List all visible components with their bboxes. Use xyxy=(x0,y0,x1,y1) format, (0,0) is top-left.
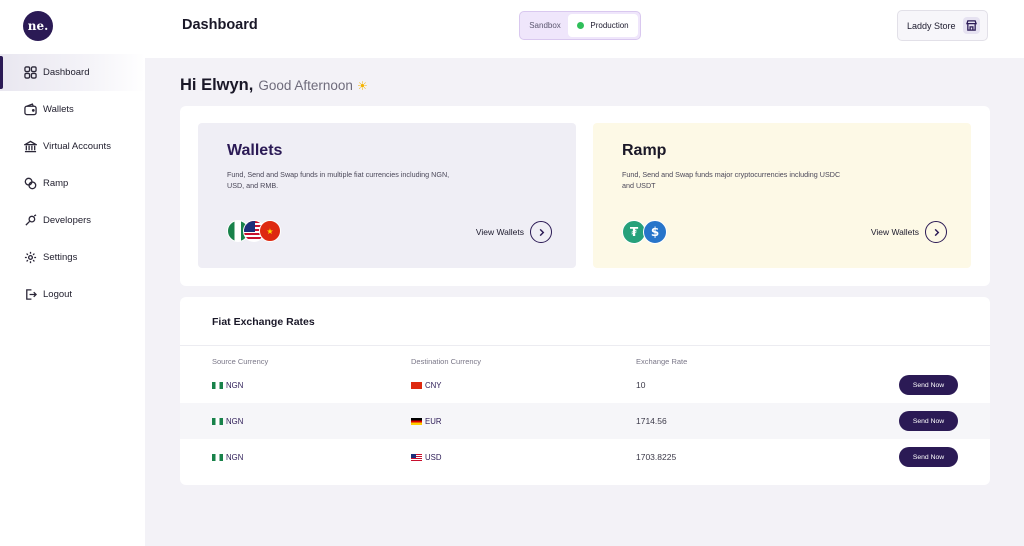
ramp-icon xyxy=(24,177,37,190)
wallet-icon xyxy=(24,103,37,116)
store-name: Laddy Store xyxy=(907,20,956,31)
china-flag-icon xyxy=(411,381,422,389)
env-production-option[interactable]: Production xyxy=(568,14,638,37)
developers-icon xyxy=(24,214,37,227)
table-row: NGN CNY 10 Send Now xyxy=(180,367,990,403)
destination-currency: EUR xyxy=(411,403,441,439)
greeting: Hi Elwyn, Good Afternoon ☀ xyxy=(180,76,368,95)
view-ramp-wallets-label: View Wallets xyxy=(870,227,919,237)
fiat-exchange-rates-panel: Fiat Exchange Rates Source Currency Dest… xyxy=(180,297,990,485)
source-code: NGN xyxy=(226,416,244,426)
usa-flag-icon xyxy=(411,453,422,461)
status-dot-icon xyxy=(577,22,585,29)
destination-currency: USD xyxy=(411,439,441,475)
store-icon xyxy=(962,17,980,34)
logout-icon xyxy=(24,288,37,301)
greeting-message: Good Afternoon xyxy=(258,78,353,93)
sidebar-item-label: Ramp xyxy=(43,178,69,189)
destination-code: USD xyxy=(425,452,442,462)
sidebar-item-label: Developers xyxy=(43,215,92,226)
sidebar-item-dashboard[interactable]: Dashboard xyxy=(0,54,145,91)
divider xyxy=(180,345,990,346)
sidebar-item-label: Settings xyxy=(43,252,78,263)
bank-icon xyxy=(24,140,37,153)
table-row: NGN EUR 1714.56 Send Now xyxy=(180,403,990,439)
destination-code: EUR xyxy=(425,416,442,426)
chevron-right-icon xyxy=(530,221,552,243)
view-wallets-label: View Wallets xyxy=(475,227,524,237)
ramp-card-description: Fund, Send and Swap funds major cryptocu… xyxy=(622,170,841,190)
sidebar-item-label: Virtual Accounts xyxy=(43,141,111,152)
ramp-card: Ramp Fund, Send and Swap funds major cry… xyxy=(593,123,971,268)
china-flag-icon: ★ xyxy=(259,220,281,242)
column-header-destination: Destination Currency xyxy=(411,357,482,366)
sidebar-item-label: Dashboard xyxy=(43,67,90,78)
page-title: Dashboard xyxy=(182,17,258,33)
source-currency: NGN xyxy=(212,403,243,439)
grid-icon xyxy=(24,66,37,79)
sidebar-item-virtual-accounts[interactable]: Virtual Accounts xyxy=(0,128,145,165)
source-currency: NGN xyxy=(212,367,243,403)
environment-toggle: Sandbox Production xyxy=(519,11,641,40)
source-code: NGN xyxy=(226,452,244,462)
ramp-card-title: Ramp xyxy=(622,142,667,159)
store-selector-button[interactable]: Laddy Store xyxy=(897,10,988,41)
usdc-icon: $ xyxy=(643,220,667,244)
source-currency: NGN xyxy=(212,439,243,475)
column-header-rate: Exchange Rate xyxy=(636,357,688,366)
nigeria-flag-icon xyxy=(212,453,223,461)
send-now-button[interactable]: Send Now xyxy=(899,411,958,431)
destination-currency: CNY xyxy=(411,367,441,403)
currency-flags: ★ xyxy=(227,220,281,244)
wallets-card-description: Fund, Send and Swap funds in multiple fi… xyxy=(227,170,450,190)
env-sandbox-option[interactable]: Sandbox xyxy=(529,21,561,30)
send-now-button[interactable]: Send Now xyxy=(899,447,958,467)
table-row: NGN USD 1703.8225 Send Now xyxy=(180,439,990,475)
crypto-coins: ₮ $ xyxy=(622,220,667,244)
sidebar-item-label: Wallets xyxy=(43,104,74,115)
rates-title: Fiat Exchange Rates xyxy=(212,316,315,328)
send-now-button[interactable]: Send Now xyxy=(899,375,958,395)
wallets-card-title: Wallets xyxy=(227,142,283,159)
germany-flag-icon xyxy=(411,417,422,425)
sidebar-item-logout[interactable]: Logout xyxy=(0,276,145,313)
sidebar-nav: Dashboard Wallets Virtual Accounts Ramp … xyxy=(0,54,145,313)
env-production-label: Production xyxy=(590,21,629,30)
sun-icon: ☀ xyxy=(356,79,368,93)
sidebar-item-settings[interactable]: Settings xyxy=(0,239,145,276)
sidebar-item-label: Logout xyxy=(43,289,73,300)
nigeria-flag-icon xyxy=(212,417,223,425)
column-header-source: Source Currency xyxy=(212,357,269,366)
source-code: NGN xyxy=(226,380,244,390)
exchange-rate: 1714.56 xyxy=(636,416,667,426)
logo[interactable]: ne. xyxy=(23,11,53,41)
product-cards-panel: Wallets Fund, Send and Swap funds in mul… xyxy=(180,106,990,286)
view-ramp-wallets-link[interactable]: View Wallets xyxy=(871,221,947,243)
sidebar-item-ramp[interactable]: Ramp xyxy=(0,165,145,202)
gear-icon xyxy=(24,251,37,264)
top-header: Dashboard Sandbox Production Laddy Store xyxy=(145,0,1024,58)
destination-code: CNY xyxy=(425,380,442,390)
exchange-rate: 1703.8225 xyxy=(636,452,677,462)
sidebar-item-developers[interactable]: Developers xyxy=(0,202,145,239)
view-wallets-link[interactable]: View Wallets xyxy=(476,221,552,243)
sidebar-item-wallets[interactable]: Wallets xyxy=(0,91,145,128)
chevron-right-icon xyxy=(925,221,947,243)
wallets-card: Wallets Fund, Send and Swap funds in mul… xyxy=(198,123,576,268)
nigeria-flag-icon xyxy=(212,381,223,389)
sidebar: ne. Dashboard Wallets Virtual Accounts R… xyxy=(0,0,145,546)
greeting-name: Hi Elwyn, xyxy=(180,76,254,94)
exchange-rate: 10 xyxy=(636,380,646,390)
